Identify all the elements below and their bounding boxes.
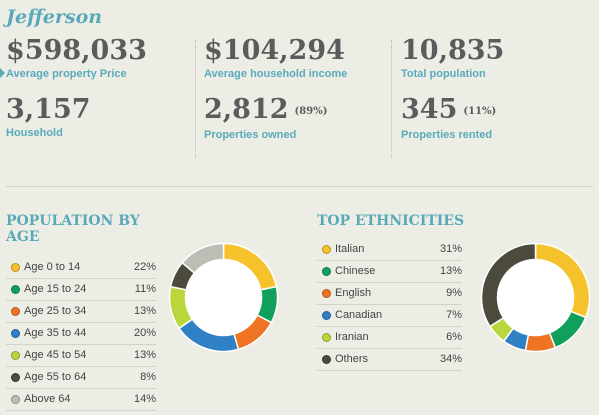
legend-swatch-icon [11,263,20,272]
age-legend-row: Age 45 to 54 13% [6,345,156,367]
household-label: Household [6,127,63,139]
rented-label: Properties rented [401,129,493,141]
age-legend-value: 13% [133,305,156,317]
ethnicity-legend-row: Italian 31% [317,239,462,261]
age-legend-label: Age 35 to 44 [24,327,87,339]
rented-pct: (11%) [463,106,497,117]
owned-label: Properties owned [204,129,297,141]
stat-owned: 2,812 (89%) Properties owned [204,94,328,142]
age-legend-row: Age 15 to 24 11% [6,279,156,301]
column-divider [195,40,196,158]
ethnicity-legend-label: Iranian [335,331,369,343]
ethnicity-donut-slice [480,242,537,328]
ethnicity-legend-label: Italian [335,243,365,255]
column-divider [391,40,392,158]
age-legend-label: Age 45 to 54 [24,349,87,361]
legend-swatch-icon [11,307,20,316]
legend-swatch-icon [11,329,20,338]
age-legend-value: 11% [134,283,156,295]
age-legend-label: Age 0 to 14 [24,261,81,273]
ethnicity-legend-value: 34% [439,353,462,365]
age-legend-row: Age 25 to 34 13% [6,301,156,323]
legend-swatch-icon [322,245,331,254]
ethnicity-legend-row: English 9% [317,283,462,305]
age-legend-value: 20% [133,327,156,339]
avg-price-label: Average property Price [6,68,127,80]
stat-avg-income: $104,294 Average household income [204,35,348,81]
avg-income-label: Average household income [204,68,348,80]
legend-swatch-icon [11,285,20,294]
avg-income-value: $104,294 [204,35,345,66]
legend-swatch-icon [322,355,331,364]
ethnicity-legend-row: Canadian 7% [317,305,462,327]
ethnicity-legend-value: 13% [439,265,462,277]
ethnicity-legend-row: Others 34% [317,349,462,371]
owned-pct: (89%) [294,106,328,117]
age-legend-label: Age 55 to 64 [24,371,87,383]
age-section-title: POPULATION BY AGE [6,213,140,245]
section-divider [6,186,593,187]
side-arrow-icon [0,68,5,78]
age-legend-label: Above 64 [24,393,71,405]
age-donut-hole [186,260,261,335]
ethnicity-legend-value: 9% [446,287,462,299]
age-legend-row: Age 0 to 14 22% [6,257,156,279]
legend-swatch-icon [11,395,20,404]
age-legend-value: 8% [140,371,156,383]
age-legend-row: Age 35 to 44 20% [6,323,156,345]
ethnicity-legend-label: English [335,287,372,299]
legend-swatch-icon [322,333,331,342]
ethnicity-legend-value: 7% [446,309,462,321]
age-legend-value: 13% [133,349,156,361]
stat-population: 10,835 Total population [401,35,505,81]
age-legend-label: Age 15 to 24 [24,283,87,295]
legend-swatch-icon [11,373,20,382]
age-legend-value: 22% [133,261,156,273]
age-legend-row: Above 64 14% [6,389,156,411]
legend-swatch-icon [11,351,20,360]
legend-swatch-icon [322,311,331,320]
population-value: 10,835 [401,35,505,66]
ethnicity-legend: Italian 31% Chinese 13% English 9% Canadian 7% I… [317,239,462,371]
ethnicity-legend-row: Iranian 6% [317,327,462,349]
age-legend-label: Age 25 to 34 [24,305,87,317]
stat-household: 3,157 Household [6,94,91,140]
age-legend-row: Age 55 to 64 8% [6,367,156,389]
age-donut-chart [168,242,279,353]
legend-swatch-icon [322,289,331,298]
ethnicity-legend-value: 31% [439,243,462,255]
ethnicity-donut-hole [498,260,573,335]
ethnicity-donut-slice [524,331,557,353]
stat-avg-price: $598,033 Average property Price [6,35,147,81]
stat-rented: 345 (11%) Properties rented [401,94,497,142]
ethnicity-legend-label: Chinese [335,265,376,277]
ethnicity-legend-label: Canadian [335,309,383,321]
ethnicity-legend-value: 6% [446,331,462,343]
legend-swatch-icon [322,267,331,276]
ethnicity-section-title: TOP ETHNICITIES [317,213,465,229]
age-donut-slice [181,242,225,275]
household-value: 3,157 [6,94,91,125]
ethnicity-legend-row: Chinese 13% [317,261,462,283]
owned-value: 2,812 [204,94,289,125]
ethnicity-legend-label: Others [335,353,369,365]
age-legend: Age 0 to 14 22% Age 15 to 24 11% Age 25 to 3… [6,257,156,411]
ethnicity-donut-chart [480,242,591,353]
rented-value: 345 [401,94,458,125]
avg-price-value: $598,033 [6,35,147,66]
population-label: Total population [401,68,486,80]
location-title: Jefferson [6,6,103,28]
age-legend-value: 14% [133,393,156,405]
